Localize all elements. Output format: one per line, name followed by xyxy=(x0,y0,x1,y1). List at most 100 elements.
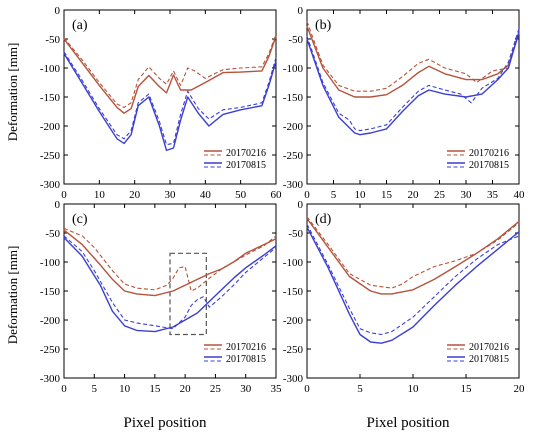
x-axis-label-right: Pixel position xyxy=(367,415,450,431)
y-tick-label: -50 xyxy=(288,34,303,46)
x-tick-label: 50 xyxy=(235,189,247,201)
y-tick-label: -50 xyxy=(288,228,303,240)
panel-label: (c) xyxy=(72,212,88,227)
panel-label: (a) xyxy=(72,18,88,33)
x-tick-label: 15 xyxy=(149,383,161,395)
panel-label: (b) xyxy=(315,18,332,33)
y-tick-label: -150 xyxy=(283,286,304,298)
series-line-blue-dashed xyxy=(306,224,520,336)
y-tick-label: -100 xyxy=(40,63,61,75)
y-tick-label: 0 xyxy=(55,199,61,211)
series-line-blue-dashed xyxy=(63,51,277,146)
x-tick-label: 10 xyxy=(94,189,106,201)
x-tick-label: 30 xyxy=(165,189,177,201)
x-tick-label: 10 xyxy=(119,383,131,395)
legend-label: 20170216 xyxy=(226,342,266,353)
legend-entry: 20170216 xyxy=(204,342,266,353)
y-tick-label: -250 xyxy=(283,344,304,356)
series-line-red-solid xyxy=(306,25,520,98)
y-tick-label: -250 xyxy=(283,150,304,162)
x-tick-label: 60 xyxy=(271,189,283,201)
legend-entry: 20170815 xyxy=(447,160,509,171)
x-tick-label: 0 xyxy=(304,383,310,395)
y-tick-label: -100 xyxy=(283,63,304,75)
x-tick-label: 30 xyxy=(240,383,252,395)
x-tick-label: 0 xyxy=(304,189,310,201)
series-line-blue-dashed xyxy=(306,28,520,132)
x-tick-label: 40 xyxy=(514,189,526,201)
y-tick-label: -200 xyxy=(283,315,304,327)
legend-label: 20170815 xyxy=(469,354,509,365)
x-tick-label: 10 xyxy=(355,189,367,201)
x-tick-label: 35 xyxy=(487,189,499,201)
y-tick-label: -300 xyxy=(283,179,304,191)
y-tick-label: -300 xyxy=(283,373,304,385)
x-tick-label: 25 xyxy=(210,383,222,395)
y-tick-label: -150 xyxy=(40,92,61,104)
x-tick-label: 10 xyxy=(408,383,420,395)
x-tick-label: 30 xyxy=(461,189,473,201)
series-line-blue-solid xyxy=(63,53,277,152)
x-tick-label: 5 xyxy=(92,383,98,395)
legend-label: 20170216 xyxy=(469,342,509,353)
y-axis-label-bottom: Deformation [mm] xyxy=(5,246,20,345)
highlight-box xyxy=(169,252,207,336)
series-line-red-dashed xyxy=(63,227,277,292)
legend-label: 20170815 xyxy=(469,160,509,171)
x-tick-label: 20 xyxy=(514,383,526,395)
x-tick-label: 40 xyxy=(200,189,212,201)
y-tick-label: 0 xyxy=(298,5,304,17)
y-tick-label: 0 xyxy=(298,199,304,211)
y-tick-label: -100 xyxy=(40,257,61,269)
y-tick-label: -50 xyxy=(45,34,60,46)
series-line-red-dashed xyxy=(63,34,277,108)
series-line-blue-solid xyxy=(306,226,520,344)
y-axis-label-top: Deformation [mm] xyxy=(5,43,20,142)
series-line-red-solid xyxy=(63,229,277,297)
x-tick-label: 15 xyxy=(461,383,473,395)
y-tick-label: -200 xyxy=(40,121,61,133)
legend-label: 20170216 xyxy=(226,148,266,159)
legend-entry: 20170216 xyxy=(447,148,509,159)
y-tick-label: -200 xyxy=(283,121,304,133)
series-line-blue-dashed xyxy=(63,235,277,330)
y-tick-label: -250 xyxy=(40,344,61,356)
series-line-red-solid xyxy=(306,218,520,295)
y-tick-label: -300 xyxy=(40,179,61,191)
series-line-blue-solid xyxy=(306,31,520,136)
y-tick-label: 0 xyxy=(55,5,61,17)
legend-entry: 20170815 xyxy=(204,160,266,171)
legend-entry: 20170815 xyxy=(204,354,266,365)
x-tick-label: 15 xyxy=(381,189,393,201)
legend-entry: 20170815 xyxy=(447,354,509,365)
x-tick-label: 5 xyxy=(357,383,363,395)
x-tick-label: 20 xyxy=(180,383,192,395)
x-tick-label: 35 xyxy=(271,383,283,395)
legend-label: 20170815 xyxy=(226,160,266,171)
series-line-red-solid xyxy=(63,35,277,114)
x-tick-label: 20 xyxy=(408,189,420,201)
legend-label: 20170216 xyxy=(469,148,509,159)
legend-entry: 20170216 xyxy=(204,148,266,159)
x-tick-label: 5 xyxy=(331,189,337,201)
x-tick-label: 20 xyxy=(129,189,141,201)
panel-label: (d) xyxy=(315,212,332,227)
y-tick-label: -200 xyxy=(40,315,61,327)
legend-entry: 20170216 xyxy=(447,342,509,353)
y-tick-label: -100 xyxy=(283,257,304,269)
legend-label: 20170815 xyxy=(226,354,266,365)
x-tick-label: 25 xyxy=(434,189,446,201)
series-line-red-dashed xyxy=(306,21,520,92)
x-tick-label: 0 xyxy=(61,383,67,395)
series-line-blue-solid xyxy=(63,237,277,333)
x-tick-label: 0 xyxy=(61,189,67,201)
x-axis-label-left: Pixel position xyxy=(124,415,207,431)
y-tick-label: -50 xyxy=(45,228,60,240)
y-tick-label: -250 xyxy=(40,150,61,162)
